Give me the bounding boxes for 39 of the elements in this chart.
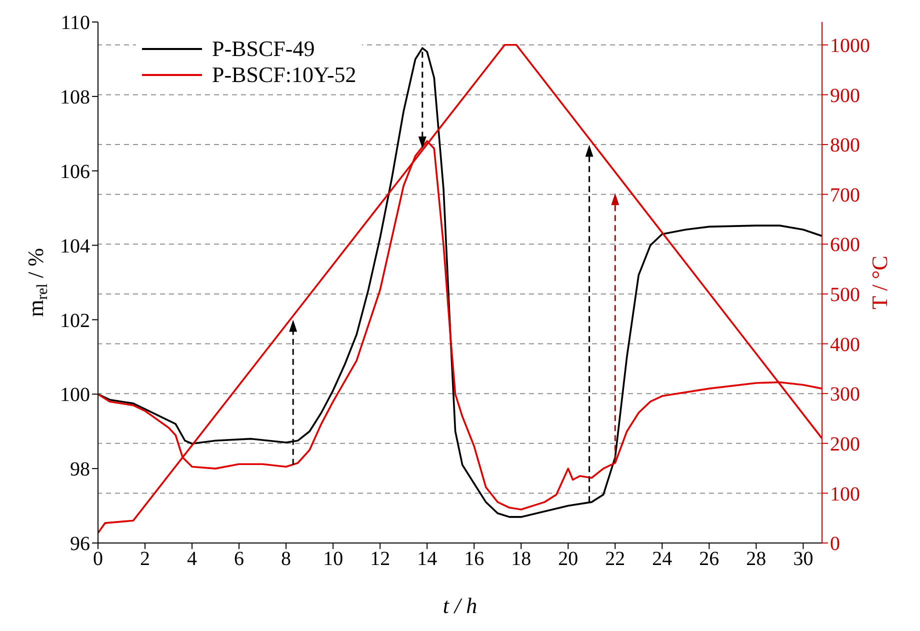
y2-tick-label: 700 — [830, 184, 860, 206]
y2-tick-label: 400 — [830, 334, 860, 356]
x-tick-label: 18 — [511, 548, 532, 570]
x-tick-label: 2 — [140, 548, 150, 570]
x-tick-label: 14 — [417, 548, 438, 570]
y-tick-label: 110 — [60, 12, 90, 34]
y-tick-label: 100 — [60, 384, 90, 406]
y2-tick-label: 600 — [830, 234, 860, 256]
x-axis-title: t / h — [442, 593, 478, 618]
x-tick-label: 24 — [652, 548, 672, 570]
x-tick-label: 16 — [464, 548, 484, 570]
y-tick-label: 104 — [60, 235, 90, 258]
y-tick-label: 108 — [60, 86, 90, 109]
legend-label: P-BSCF:10Y-52 — [212, 62, 356, 88]
y-tick-label: 98 — [70, 458, 90, 481]
x-tick-label: 22 — [605, 548, 626, 570]
x-tick-label: 10 — [323, 548, 344, 570]
y-tick-label: 106 — [60, 160, 90, 183]
x-tick-label: 20 — [558, 548, 578, 570]
y2-tick-label: 300 — [830, 384, 860, 406]
y-tick-label: 102 — [60, 310, 90, 332]
y-tick-label: 96 — [70, 533, 90, 556]
x-tick-label: 12 — [370, 548, 390, 570]
x-tick-label: 30 — [793, 548, 814, 570]
x-tick-label: 26 — [699, 548, 720, 570]
y2-tick-label: 0 — [830, 533, 840, 556]
x-tick-label: 0 — [93, 548, 103, 570]
x-tick-label: 28 — [746, 548, 766, 570]
y2-tick-label: 1000 — [830, 35, 870, 58]
y2-tick-label: 200 — [830, 433, 860, 456]
legend-label: P-BSCF-49 — [212, 36, 315, 62]
y2-tick-label: 800 — [830, 134, 860, 157]
y2-tick-label: 500 — [830, 284, 860, 306]
x-tick-label: 6 — [234, 548, 244, 570]
x-tick-label: 8 — [281, 548, 292, 570]
y2-tick-label: 900 — [830, 84, 860, 107]
y2-tick-label: 100 — [830, 483, 860, 506]
x-tick-label: 4 — [187, 548, 198, 570]
y2-axis-title: T / °C — [867, 256, 892, 310]
